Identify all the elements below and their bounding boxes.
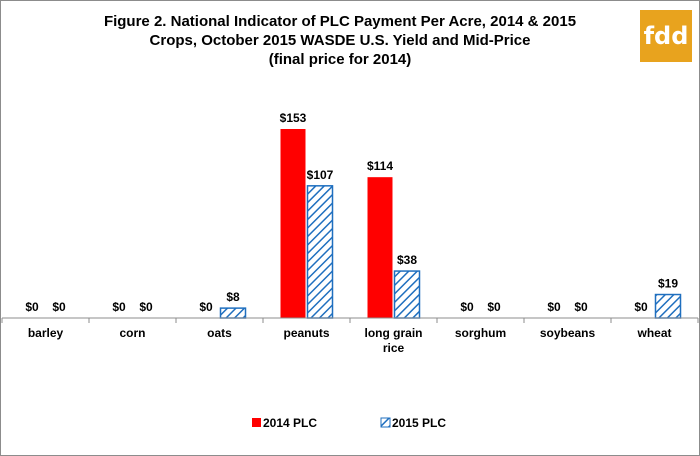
bar-2015-long-grain-rice	[393, 270, 421, 319]
data-label-2014-peanuts: $153	[280, 111, 307, 125]
data-label-2014-wheat: $0	[634, 300, 648, 314]
bar-2015-peanuts	[306, 185, 334, 319]
x-tick-label-long-grain-rice: rice	[383, 341, 405, 355]
chart-title-line-3: (final price for 2014)	[268, 51, 412, 68]
data-label-2015-long-grain-rice: $38	[397, 253, 417, 267]
data-label-2014-sorghum: $0	[460, 300, 474, 314]
data-label-2014-oats: $0	[199, 300, 213, 314]
chart-title-line-2: Crops, October 2015 WASDE U.S. Yield and…	[149, 32, 531, 49]
bar-2014-peanuts	[280, 129, 306, 318]
fdd-logo: fdd	[640, 10, 692, 62]
x-tick-label-long-grain-rice: long grain	[365, 326, 423, 340]
legend-swatch-2015	[380, 417, 391, 428]
data-label-2015-corn: $0	[139, 300, 153, 314]
bar-2015-oats	[219, 307, 247, 319]
bar-2015-wheat	[654, 293, 682, 319]
data-label-2015-wheat: $19	[658, 277, 678, 291]
x-tick-label-corn: corn	[119, 326, 145, 340]
x-tick-label-barley: barley	[28, 326, 64, 340]
legend-label-2015: 2015 PLC	[392, 416, 446, 430]
data-label-2015-sorghum: $0	[487, 300, 501, 314]
legend-swatch-2014	[252, 418, 261, 427]
data-label-2015-soybeans: $0	[574, 300, 588, 314]
x-tick-label-soybeans: soybeans	[540, 326, 596, 340]
chart-title-line-1: Figure 2. National Indicator of PLC Paym…	[103, 13, 577, 30]
data-label-2015-barley: $0	[52, 300, 66, 314]
data-label-2014-corn: $0	[112, 300, 126, 314]
data-label-2015-peanuts: $107	[307, 168, 334, 182]
bar-2014-long-grain-rice	[367, 177, 393, 318]
legend: 2014 PLC 2015 PLC	[252, 416, 446, 430]
data-label-2014-long-grain-rice: $114	[367, 159, 393, 173]
x-tick-label-wheat: wheat	[636, 326, 671, 340]
data-label-2015-oats: $8	[226, 290, 240, 304]
x-tick-label-peanuts: peanuts	[283, 326, 329, 340]
data-label-2014-barley: $0	[25, 300, 39, 314]
x-tick-label-sorghum: sorghum	[455, 326, 506, 340]
legend-label-2014: 2014 PLC	[263, 416, 317, 430]
x-tick-label-oats: oats	[207, 326, 232, 340]
data-label-2014-soybeans: $0	[547, 300, 561, 314]
